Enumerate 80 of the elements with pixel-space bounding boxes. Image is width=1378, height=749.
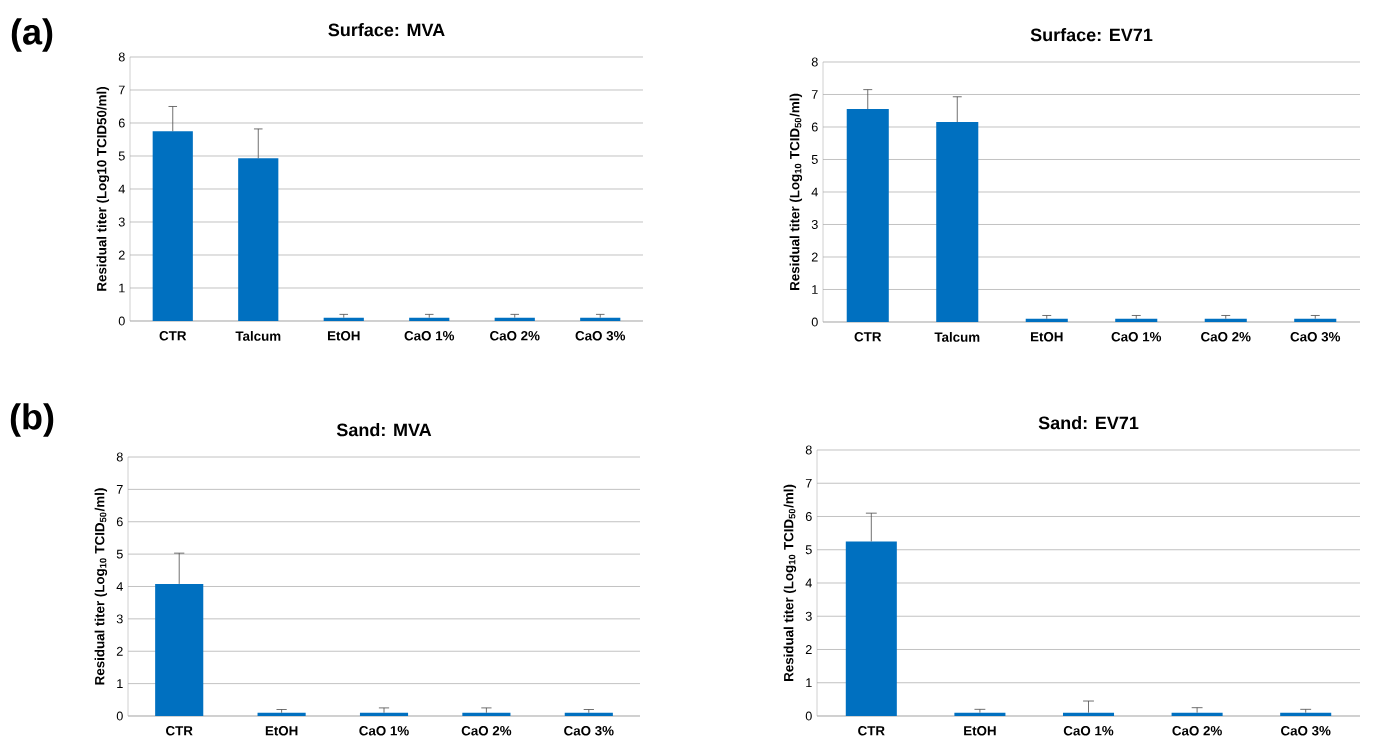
y-axis-title: Residual titer (Log10 TCID50/ml): [96, 87, 110, 291]
y-tick-label: 8: [116, 452, 123, 462]
x-tick-label: CaO 1%: [404, 331, 455, 341]
x-tick-label: CTR: [858, 726, 885, 736]
x-tick-label: EtOH: [265, 726, 298, 736]
bar: [1294, 318, 1337, 322]
y-axis-title: Residual titer (Log$_{10}$ TCID$_{50}$/ml): [94, 488, 108, 685]
x-tick-label: Talcum: [235, 331, 281, 341]
y-tick-label: 3: [805, 611, 812, 621]
y-tick-label: 0: [805, 711, 812, 721]
x-tick-label: EtOH: [327, 331, 360, 341]
y-tick-label: 4: [811, 187, 818, 197]
x-tick-label: CaO 2%: [461, 726, 512, 736]
x-tick-label: CTR: [159, 331, 187, 341]
y-tick-label: 6: [811, 122, 818, 132]
bar: [152, 131, 193, 321]
y-tick-label: 8: [118, 52, 125, 62]
y-tick-label: 1: [119, 283, 125, 293]
y-tick-label: 1: [806, 678, 812, 688]
text: (b): [10, 403, 54, 437]
y-tick-label: 7: [811, 90, 818, 99]
y-tick-label: 2: [118, 250, 125, 260]
y-tick-label: 4: [118, 184, 125, 194]
x-tick-label: CaO 2%: [490, 331, 540, 341]
y-tick-label: 8: [811, 57, 818, 67]
bar: [1204, 318, 1247, 322]
y-tick-label: 0: [116, 711, 123, 721]
chart-title: Surface: EV71: [1030, 28, 1153, 42]
chart-title: Sand: EV71: [1038, 416, 1139, 430]
x-tick-label: CaO 3%: [575, 331, 626, 341]
x-tick-label: CaO 2%: [1201, 332, 1251, 342]
y-tick-label: 6: [805, 512, 812, 521]
y-tick-label: 6: [118, 118, 125, 128]
y-axis-title: Residual titer (Log$_{10}$ TCID$_{50}$/ml): [789, 93, 803, 290]
text: (a): [11, 18, 53, 52]
y-tick-label: 3: [811, 220, 818, 229]
chart-title: Surface: MVA: [328, 23, 445, 37]
chart-title: Sand: MVA: [336, 423, 432, 437]
bar: [846, 109, 889, 322]
x-tick-label: CaO 1%: [1111, 332, 1162, 342]
bar: [580, 317, 621, 321]
y-tick-label: 2: [116, 646, 123, 656]
y-tick-label: 0: [811, 317, 818, 327]
y-tick-label: 1: [812, 285, 818, 294]
y-tick-label: 3: [116, 614, 123, 624]
y-tick-label: 5: [811, 155, 818, 164]
y-tick-label: 5: [116, 549, 123, 559]
y-tick-label: 7: [116, 485, 123, 494]
x-tick-label: EtOH: [1030, 332, 1063, 342]
y-tick-label: 0: [118, 316, 125, 326]
y-tick-label: 6: [116, 517, 123, 527]
bar: [323, 317, 364, 321]
x-tick-label: CTR: [166, 726, 193, 736]
bar: [494, 317, 535, 321]
bar: [238, 158, 279, 321]
y-tick-label: 3: [118, 217, 125, 227]
y-tick-label: 2: [805, 645, 812, 654]
x-tick-label: CaO 3%: [1290, 332, 1341, 342]
x-tick-label: CaO 3%: [564, 726, 614, 736]
y-tick-label: 4: [116, 582, 123, 591]
bar: [1115, 318, 1158, 322]
bar: [936, 122, 979, 322]
y-tick-label: 7: [118, 85, 125, 95]
x-tick-label: CaO 1%: [1063, 726, 1114, 736]
y-tick-label: 7: [805, 478, 812, 488]
x-tick-label: EtOH: [964, 726, 996, 736]
y-tick-label: 2: [811, 252, 818, 262]
y-tick-label: 5: [118, 151, 125, 161]
x-tick-label: CTR: [854, 332, 882, 342]
bar: [409, 317, 450, 321]
x-tick-label: CaO 2%: [1172, 726, 1222, 736]
y-axis-title: Residual titer (Log$_{10}$ TCID$_{50}$/ml): [783, 484, 797, 681]
x-tick-label: Talcum: [934, 332, 980, 342]
y-tick-label: 5: [805, 545, 812, 555]
bar: [1025, 318, 1068, 322]
y-tick-label: 4: [805, 578, 812, 588]
y-tick-label: 8: [805, 445, 812, 455]
x-tick-label: CaO 1%: [359, 726, 409, 736]
y-tick-label: 1: [117, 679, 123, 688]
x-tick-label: CaO 3%: [1281, 726, 1331, 736]
